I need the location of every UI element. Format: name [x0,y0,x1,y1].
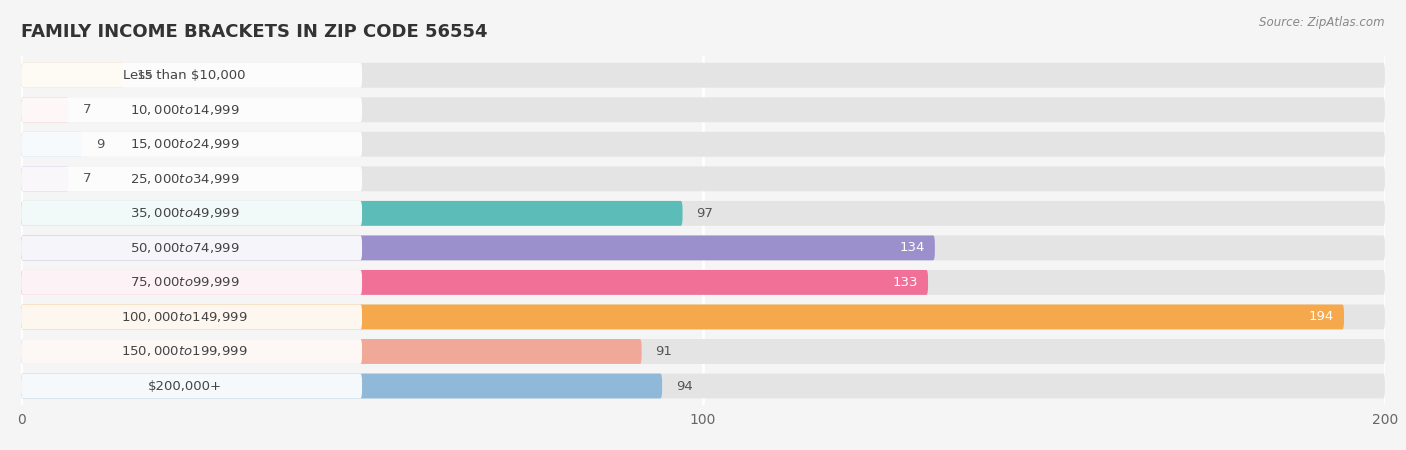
Text: 7: 7 [83,103,91,116]
Text: 134: 134 [900,241,925,254]
FancyBboxPatch shape [21,305,363,329]
Text: Source: ZipAtlas.com: Source: ZipAtlas.com [1260,16,1385,29]
FancyBboxPatch shape [21,201,363,226]
FancyBboxPatch shape [21,339,641,364]
Text: $50,000 to $74,999: $50,000 to $74,999 [129,241,239,255]
Text: 133: 133 [893,276,918,289]
Text: $15,000 to $24,999: $15,000 to $24,999 [129,137,239,151]
Text: $25,000 to $34,999: $25,000 to $34,999 [129,172,239,186]
FancyBboxPatch shape [21,270,363,295]
FancyBboxPatch shape [21,270,1385,295]
FancyBboxPatch shape [21,63,1385,88]
FancyBboxPatch shape [21,270,928,295]
FancyBboxPatch shape [21,97,1385,122]
FancyBboxPatch shape [21,63,363,88]
FancyBboxPatch shape [21,374,363,398]
Text: 15: 15 [136,69,155,82]
Text: Less than $10,000: Less than $10,000 [124,69,246,82]
FancyBboxPatch shape [21,132,1385,157]
Text: 94: 94 [676,379,693,392]
Text: $35,000 to $49,999: $35,000 to $49,999 [129,207,239,220]
Text: $100,000 to $149,999: $100,000 to $149,999 [121,310,247,324]
FancyBboxPatch shape [21,235,935,260]
Text: $150,000 to $199,999: $150,000 to $199,999 [121,345,247,359]
FancyBboxPatch shape [21,374,662,398]
FancyBboxPatch shape [21,305,1385,329]
FancyBboxPatch shape [21,97,363,122]
FancyBboxPatch shape [21,166,1385,191]
FancyBboxPatch shape [21,339,1385,364]
Text: $75,000 to $99,999: $75,000 to $99,999 [129,275,239,289]
FancyBboxPatch shape [21,201,682,226]
FancyBboxPatch shape [21,235,1385,260]
Text: 9: 9 [96,138,104,151]
FancyBboxPatch shape [21,132,83,157]
FancyBboxPatch shape [21,305,1344,329]
FancyBboxPatch shape [21,97,69,122]
FancyBboxPatch shape [21,132,363,157]
FancyBboxPatch shape [21,166,69,191]
FancyBboxPatch shape [21,339,363,364]
Text: 7: 7 [83,172,91,185]
FancyBboxPatch shape [21,201,1385,226]
Text: $10,000 to $14,999: $10,000 to $14,999 [129,103,239,117]
FancyBboxPatch shape [21,235,363,260]
Text: FAMILY INCOME BRACKETS IN ZIP CODE 56554: FAMILY INCOME BRACKETS IN ZIP CODE 56554 [21,23,488,41]
FancyBboxPatch shape [21,63,124,88]
Text: 194: 194 [1309,310,1334,324]
Text: 91: 91 [655,345,672,358]
Text: $200,000+: $200,000+ [148,379,222,392]
FancyBboxPatch shape [21,166,363,191]
Text: 97: 97 [696,207,713,220]
FancyBboxPatch shape [21,374,1385,398]
